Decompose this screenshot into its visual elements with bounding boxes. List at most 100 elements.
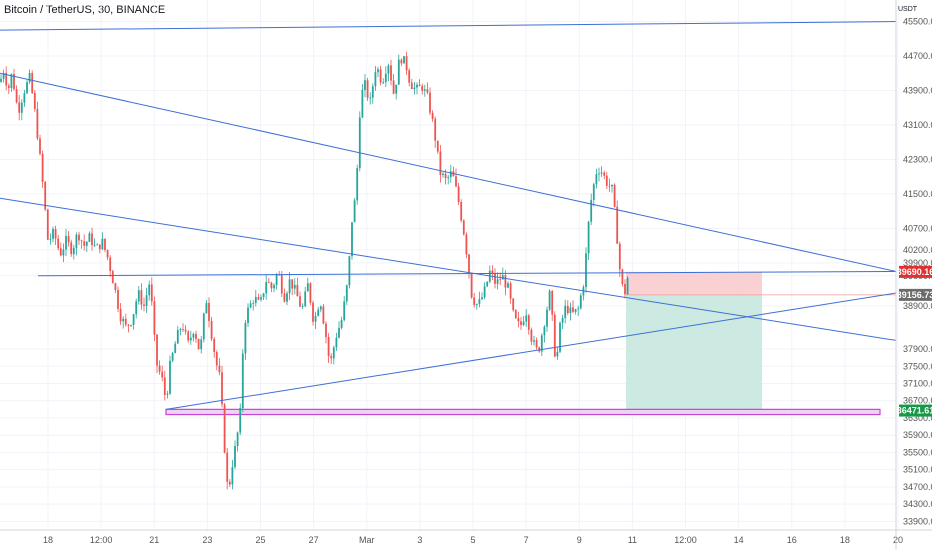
candle-up [351,222,353,257]
candle-up [525,315,528,322]
candle-down [457,186,460,203]
candle-up [85,241,88,246]
y-tick-label: 42300.00 [903,154,932,164]
candle-up [600,172,603,174]
candle-up [371,86,374,98]
candle-down [223,404,226,453]
candle-up [397,59,400,85]
trendline-layer[interactable] [0,21,897,410]
trendline[interactable] [0,72,897,272]
y-tick-label: 36300.00 [903,413,932,423]
candle-down [5,73,8,86]
price-badge-label: 36471.61 [897,406,932,416]
candle-up [364,80,366,90]
candle-up [382,82,385,83]
y-tick-label: 39900.00 [903,258,932,268]
price-badge-layer: 39690.16 39156.73 36471.61 [897,265,932,417]
candle-down [109,257,112,272]
candle-down [70,242,73,255]
candle-up [49,238,52,240]
candle-up [598,173,600,175]
candle-up [556,351,559,357]
candle-down [605,175,608,186]
candle-up [192,333,195,338]
x-tick-label: 9 [577,535,582,545]
candle-layer [0,51,629,490]
candle-down [283,293,286,302]
candle-up [288,279,291,294]
candle-down [161,371,164,378]
y-tick-label: 40700.00 [903,223,932,233]
candle-up [559,322,561,352]
candle-down [512,298,515,311]
candle-up [413,87,416,90]
candle-down [54,229,57,239]
candle-down [436,140,439,152]
trendline[interactable] [165,292,897,410]
candle-up [273,285,275,289]
candle-down [124,318,127,325]
candle-down [41,153,44,182]
candle-up [317,309,320,316]
candle-down [280,274,283,294]
candle-up [10,74,13,89]
candle-up [148,284,151,296]
candle-up [241,353,244,409]
candle-down [455,176,457,187]
candle-up [202,313,205,340]
candle-up [2,73,5,79]
candle-down [187,331,190,341]
candle-up [122,318,125,322]
candle-down [624,284,626,295]
x-tick-label: 27 [309,535,319,545]
candle-up [577,308,580,310]
candle-down [210,320,213,339]
candle-up [348,256,351,286]
candle-down [439,151,442,176]
candle-up [345,285,348,302]
candle-down [327,337,330,357]
candle-down [429,92,431,113]
candle-down [228,481,231,485]
x-tick-label: 20 [893,535,903,545]
candle-down [59,248,62,256]
candle-up [475,304,478,306]
candle-up [353,200,356,223]
y-tick-label: 34300.00 [903,499,932,509]
candle-up [585,253,587,288]
x-tick-label: 14 [734,535,744,545]
candle-down [153,301,156,335]
candle-down [309,283,312,303]
candle-up [496,279,499,284]
price-badge-label: 39156.73 [897,290,932,300]
candle-up [423,89,426,91]
trendline[interactable] [37,270,897,277]
candle-up [595,174,598,185]
candle-up [587,221,590,254]
candle-down [114,283,117,291]
candle-up [522,321,525,325]
candle-up [483,286,486,298]
y-tick-label: 34700.00 [903,482,932,492]
candle-down [218,365,221,373]
candle-down [462,220,465,235]
candle-down [278,274,281,276]
candle-down [18,102,21,113]
candle-up [262,293,265,298]
candle-down [509,283,512,299]
price-badge-red [899,265,932,278]
candle-up [286,293,288,302]
candle-up [293,284,296,289]
y-tick-label: 38900.00 [903,301,932,311]
trendline[interactable] [0,21,897,31]
candle-up [611,184,613,187]
candle-up [377,69,379,73]
candle-down [57,238,60,249]
candle-up [442,173,444,176]
candle-up [486,281,489,287]
candle-up [249,303,252,308]
x-tick-label: 12:00 [674,535,697,545]
candle-up [548,290,551,310]
